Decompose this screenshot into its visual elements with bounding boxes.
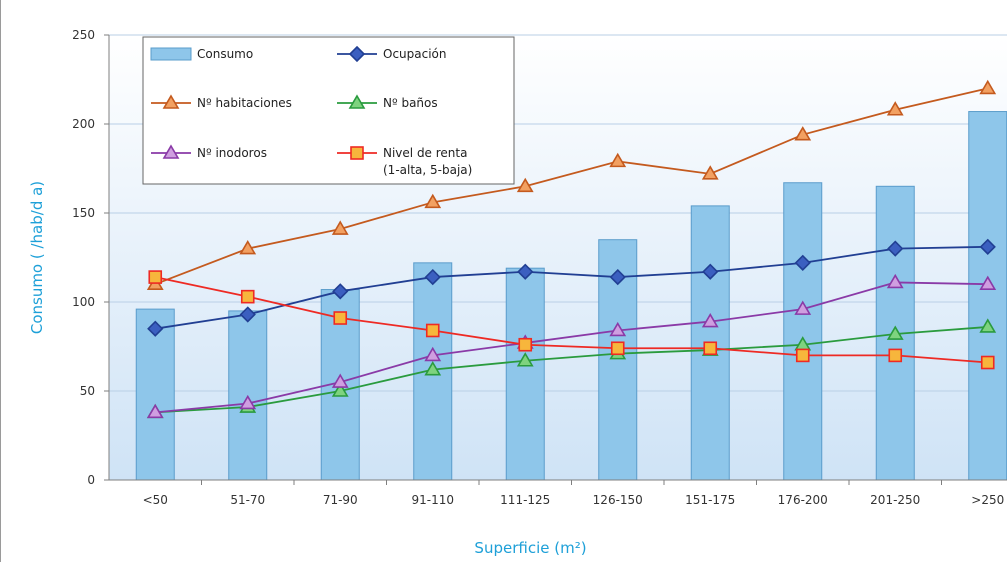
point-marker: [239, 240, 257, 255]
legend-item: Ocupación: [337, 45, 447, 63]
point-marker: [333, 311, 348, 325]
x-tick-label: 51-70: [230, 493, 265, 507]
point-marker: [518, 337, 533, 352]
y-tick-label: 250: [72, 28, 95, 42]
point-marker: [424, 268, 441, 286]
x-tick-label: 71-90: [323, 493, 358, 507]
point-marker: [516, 177, 534, 193]
legend-label: Nivel de renta: [383, 146, 467, 160]
series-line: [155, 245, 988, 330]
point-marker: [979, 238, 996, 255]
bar: [968, 111, 1007, 481]
line-series-group: [146, 79, 997, 291]
line-series-group: [148, 270, 995, 370]
legend-item: Consumo: [150, 47, 253, 61]
axes: 0 50 100 150 200 250 <50 51-70 71-90 91-110 111-12…: [72, 28, 1007, 507]
point-marker: [886, 273, 904, 289]
point-marker: [794, 126, 812, 141]
legend-label: Nº inodoros: [197, 146, 267, 160]
point-marker: [517, 263, 534, 280]
point-marker: [610, 341, 625, 356]
point-marker: [424, 346, 442, 362]
bar: [783, 182, 823, 481]
legend-label: Nº habitaciones: [197, 96, 292, 110]
point-marker: [888, 348, 903, 363]
point-marker: [702, 263, 719, 280]
legend-item: Nº habitaciones: [151, 94, 292, 110]
point-marker: [980, 355, 995, 370]
x-tick-label: 176-200: [778, 493, 828, 507]
point-marker: [516, 352, 534, 367]
series-line: [154, 87, 988, 286]
x-tick-label: <50: [143, 493, 168, 507]
bar: [505, 267, 545, 481]
y-tick-label: 50: [80, 384, 95, 398]
legend-label: Nº baños: [383, 96, 438, 110]
point-marker: [886, 325, 904, 340]
point-marker: [239, 394, 257, 410]
x-tick-label: 111-125: [500, 493, 550, 507]
line-series-group: [147, 238, 996, 337]
legend-item: Nº inodoros: [151, 144, 267, 160]
point-marker: [703, 341, 718, 356]
x-tick-label: 151-175: [685, 493, 735, 507]
legend-item: Nivel de renta (1-alta, 5-baja): [337, 146, 472, 177]
point-marker: [701, 312, 719, 328]
legend-item: Nº baños: [337, 94, 438, 110]
series-line: [155, 326, 988, 414]
series-line: [155, 276, 988, 364]
point-marker: [331, 220, 349, 235]
legend-label: (1-alta, 5-baja): [383, 163, 472, 177]
point-marker: [331, 373, 349, 388]
point-marker: [239, 306, 256, 323]
point-marker: [147, 320, 164, 337]
point-marker: [332, 283, 349, 300]
point-marker: [609, 321, 627, 337]
x-tick-label: 201-250: [870, 493, 920, 507]
point-marker: [424, 361, 442, 376]
point-marker: [794, 254, 811, 271]
line-series-group: [146, 273, 997, 419]
series-line: [155, 281, 988, 414]
y-tick-label: 0: [87, 473, 95, 487]
y-tick-label: 100: [72, 295, 95, 309]
point-marker: [162, 144, 180, 159]
x-tick-label: 91-110: [411, 493, 454, 507]
point-marker: [794, 300, 812, 315]
point-marker: [425, 323, 440, 338]
bar: [135, 308, 175, 481]
legend-label: Consumo: [197, 47, 253, 61]
point-marker: [979, 275, 997, 291]
point-marker: [979, 318, 997, 333]
point-marker: [887, 240, 904, 257]
point-marker: [609, 268, 626, 286]
y-axis-title: Consumo ( /hab/d a): [28, 181, 46, 334]
point-marker: [350, 146, 364, 160]
legend-label: Ocupación: [383, 47, 447, 61]
point-marker: [609, 152, 627, 168]
point-marker: [331, 382, 349, 397]
point-marker: [240, 289, 255, 304]
y-tick-label: 150: [72, 206, 95, 220]
legend-box: [142, 36, 515, 185]
line-series: [146, 79, 997, 419]
point-marker: [886, 101, 904, 116]
y-tick-label: 200: [72, 117, 95, 131]
x-tick-label: >250: [971, 493, 1004, 507]
point-marker: [348, 45, 366, 63]
point-marker: [424, 193, 442, 209]
point-marker: [146, 403, 164, 419]
point-marker: [701, 165, 719, 180]
point-marker: [795, 348, 810, 363]
legend-swatch: [150, 47, 192, 61]
x-tick-label: 126-150: [593, 493, 643, 507]
point-marker: [148, 270, 163, 284]
point-marker: [979, 79, 997, 95]
point-marker: [162, 94, 180, 109]
x-axis-title: Superficie (m²): [474, 539, 586, 557]
point-marker: [348, 94, 366, 109]
legend: Consumo Ocupación Nº habitaciones Nº baños N…: [142, 36, 515, 185]
